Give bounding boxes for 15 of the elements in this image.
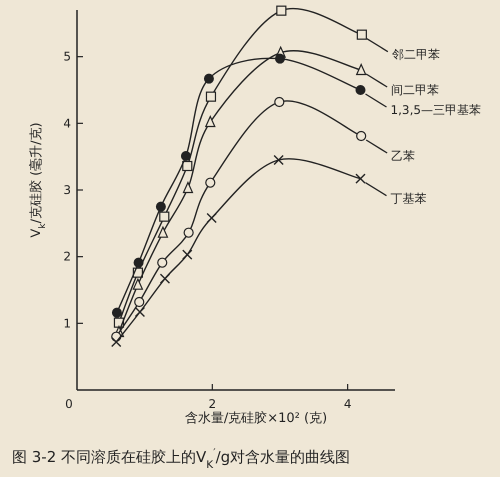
x-tick-label: 4 [344,397,352,411]
text: 图 3-2 不同溶质在硅胶上的V$_{K}$$^{′}$/g对含水量的曲线图 [12,447,350,471]
y-tick-label: 3 [63,183,71,197]
text: 邻二甲苯 [392,48,440,62]
x-tick-label: 2 [208,397,216,411]
y-tick-label: 4 [63,116,71,130]
text: 1,3,5—三甲基苯 [390,103,482,117]
y-tick-label: 1 [63,316,71,330]
text: 间二甲苯 [391,83,440,97]
text: 丁基苯 [390,192,426,206]
y-tick-label: 5 [63,50,71,64]
x-axis-title: 含水量/克硅胶×10² (克) [184,411,328,426]
y-tick-label: 2 [63,250,71,264]
text: 乙苯 [391,149,416,163]
x-tick-label: 0 [65,397,73,411]
